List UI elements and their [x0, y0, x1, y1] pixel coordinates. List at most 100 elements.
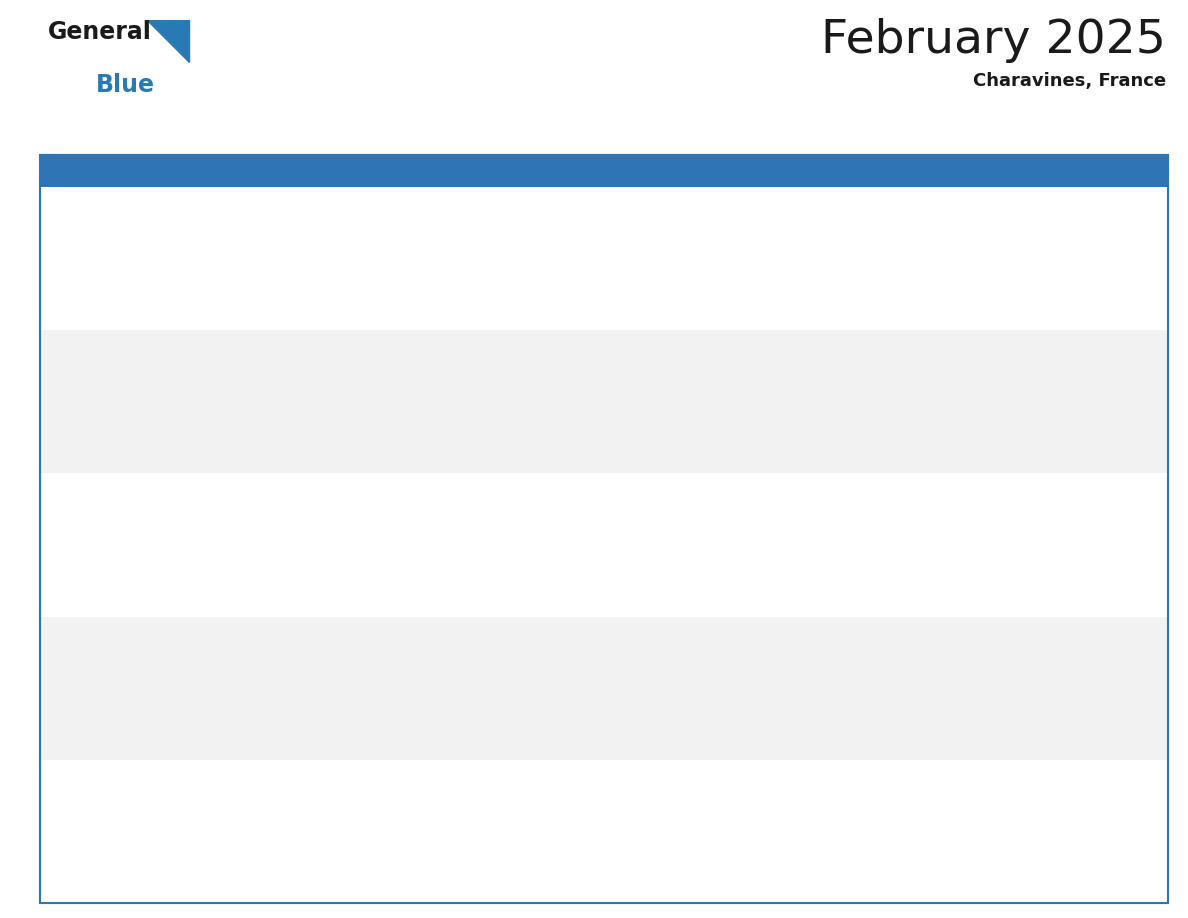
Text: 3: 3 — [207, 337, 216, 350]
Text: Sunset: 5:45 PM: Sunset: 5:45 PM — [46, 386, 127, 395]
Text: Sunset: 6:19 PM: Sunset: 6:19 PM — [530, 815, 611, 824]
Text: 13: 13 — [690, 480, 708, 493]
Text: and 55 minutes.: and 55 minutes. — [368, 859, 450, 869]
Text: Sunrise: 7:31 AM: Sunrise: 7:31 AM — [690, 649, 776, 659]
Text: 6: 6 — [690, 337, 699, 350]
Text: Daylight: 10 hours: Daylight: 10 hours — [530, 837, 621, 847]
Text: Sunrise: 7:28 AM: Sunrise: 7:28 AM — [1013, 649, 1098, 659]
Text: Sunset: 5:57 PM: Sunset: 5:57 PM — [207, 529, 287, 538]
Text: General: General — [48, 20, 152, 44]
Text: Sunset: 6:12 PM: Sunset: 6:12 PM — [852, 672, 933, 681]
Text: Sunrise: 7:59 AM: Sunrise: 7:59 AM — [1013, 219, 1098, 230]
Text: and 55 minutes.: and 55 minutes. — [530, 430, 611, 440]
Text: Daylight: 11 hours: Daylight: 11 hours — [852, 837, 944, 847]
Text: Daylight: 10 hours: Daylight: 10 hours — [1013, 694, 1105, 704]
Text: 9: 9 — [46, 480, 55, 493]
Text: Sunset: 6:17 PM: Sunset: 6:17 PM — [207, 815, 287, 824]
Text: 25: 25 — [368, 767, 385, 779]
Text: Sunset: 6:11 PM: Sunset: 6:11 PM — [690, 672, 771, 681]
Text: 19: 19 — [530, 623, 546, 636]
Text: Friday: Friday — [853, 163, 903, 178]
Text: and 45 minutes.: and 45 minutes. — [1013, 716, 1094, 726]
Text: 26: 26 — [530, 767, 546, 779]
Text: 20: 20 — [690, 623, 707, 636]
Text: 18: 18 — [368, 623, 385, 636]
Text: Sunrise: 7:33 AM: Sunrise: 7:33 AM — [530, 649, 614, 659]
Text: Daylight: 9 hours: Daylight: 9 hours — [368, 408, 455, 418]
Text: Saturday: Saturday — [1013, 163, 1088, 178]
Text: Sunrise: 7:35 AM: Sunrise: 7:35 AM — [368, 649, 453, 659]
Text: Daylight: 9 hours: Daylight: 9 hours — [46, 408, 132, 418]
Text: and 52 minutes.: and 52 minutes. — [368, 430, 450, 440]
Text: 11: 11 — [368, 480, 385, 493]
Text: Sunrise: 7:18 AM: Sunrise: 7:18 AM — [852, 792, 936, 802]
Text: Daylight: 10 hours: Daylight: 10 hours — [46, 694, 138, 704]
Text: and 21 minutes.: and 21 minutes. — [852, 573, 934, 583]
Text: and 27 minutes.: and 27 minutes. — [46, 716, 127, 726]
Text: and 12 minutes.: and 12 minutes. — [368, 573, 450, 583]
Text: and 1 minute.: and 1 minute. — [852, 430, 922, 440]
Text: Sunset: 6:01 PM: Sunset: 6:01 PM — [690, 529, 771, 538]
Text: Sunrise: 7:36 AM: Sunrise: 7:36 AM — [207, 649, 292, 659]
Text: and 48 minutes.: and 48 minutes. — [46, 859, 127, 869]
Text: Sunset: 6:22 PM: Sunset: 6:22 PM — [852, 815, 933, 824]
Text: Sunset: 6:15 PM: Sunset: 6:15 PM — [46, 815, 127, 824]
Text: and 15 minutes.: and 15 minutes. — [530, 573, 611, 583]
Text: Daylight: 10 hours: Daylight: 10 hours — [852, 694, 944, 704]
Text: 17: 17 — [207, 623, 225, 636]
Text: Sunset: 5:49 PM: Sunset: 5:49 PM — [530, 386, 611, 395]
Text: 4: 4 — [368, 337, 377, 350]
Text: 1: 1 — [1013, 194, 1022, 207]
Text: Sunrise: 7:25 AM: Sunrise: 7:25 AM — [207, 792, 292, 802]
Text: Sunrise: 7:23 AM: Sunrise: 7:23 AM — [368, 792, 453, 802]
Text: Sunset: 5:55 PM: Sunset: 5:55 PM — [46, 529, 127, 538]
Text: 24: 24 — [207, 767, 225, 779]
Text: Sunset: 6:08 PM: Sunset: 6:08 PM — [368, 672, 449, 681]
Text: 21: 21 — [852, 623, 868, 636]
Text: Sunrise: 7:30 AM: Sunrise: 7:30 AM — [852, 649, 936, 659]
Text: Sunrise: 7:44 AM: Sunrise: 7:44 AM — [530, 506, 614, 516]
Text: and 33 minutes.: and 33 minutes. — [368, 716, 450, 726]
Text: 10: 10 — [207, 480, 225, 493]
Text: Sunrise: 7:20 AM: Sunrise: 7:20 AM — [690, 792, 776, 802]
Text: Sunset: 5:51 PM: Sunset: 5:51 PM — [690, 386, 771, 395]
Text: Sunset: 6:04 PM: Sunset: 6:04 PM — [1013, 529, 1093, 538]
Text: Wednesday: Wednesday — [530, 163, 625, 178]
Text: Sunset: 6:05 PM: Sunset: 6:05 PM — [46, 672, 127, 681]
Text: Sunset: 6:21 PM: Sunset: 6:21 PM — [690, 815, 771, 824]
Text: Daylight: 10 hours: Daylight: 10 hours — [1013, 408, 1105, 418]
Text: and 6 minutes.: and 6 minutes. — [46, 573, 121, 583]
Text: Daylight: 10 hours: Daylight: 10 hours — [1013, 551, 1105, 561]
Text: Sunrise: 7:55 AM: Sunrise: 7:55 AM — [368, 363, 453, 373]
Text: and 18 minutes.: and 18 minutes. — [690, 573, 772, 583]
Text: Daylight: 10 hours: Daylight: 10 hours — [530, 551, 621, 561]
Text: 15: 15 — [1013, 480, 1030, 493]
Text: 28: 28 — [852, 767, 868, 779]
Text: 7: 7 — [852, 337, 860, 350]
Text: 8: 8 — [1013, 337, 1022, 350]
Text: 2: 2 — [46, 337, 55, 350]
Text: Sunset: 6:10 PM: Sunset: 6:10 PM — [530, 672, 611, 681]
Text: Sunrise: 7:57 AM: Sunrise: 7:57 AM — [46, 363, 131, 373]
Text: and 4 minutes.: and 4 minutes. — [1013, 430, 1088, 440]
Text: and 1 minute.: and 1 minute. — [690, 859, 760, 869]
Text: Sunset: 5:59 PM: Sunset: 5:59 PM — [530, 529, 611, 538]
Text: Sunrise: 7:56 AM: Sunrise: 7:56 AM — [207, 363, 292, 373]
Text: Daylight: 10 hours: Daylight: 10 hours — [207, 551, 299, 561]
Text: Sunrise: 7:47 AM: Sunrise: 7:47 AM — [207, 506, 292, 516]
Text: Sunset: 5:54 PM: Sunset: 5:54 PM — [1013, 386, 1093, 395]
Text: Daylight: 10 hours: Daylight: 10 hours — [207, 837, 299, 847]
Text: Sunrise: 7:39 AM: Sunrise: 7:39 AM — [1013, 506, 1098, 516]
Text: 16: 16 — [46, 623, 63, 636]
Text: Sunrise: 7:21 AM: Sunrise: 7:21 AM — [530, 792, 614, 802]
Text: Sunrise: 7:48 AM: Sunrise: 7:48 AM — [46, 506, 131, 516]
Text: Daylight: 9 hours: Daylight: 9 hours — [530, 408, 615, 418]
Text: Daylight: 9 hours: Daylight: 9 hours — [207, 408, 293, 418]
Text: Sunrise: 7:50 AM: Sunrise: 7:50 AM — [1013, 363, 1098, 373]
Text: and 47 minutes.: and 47 minutes. — [46, 430, 127, 440]
Text: Monday: Monday — [208, 163, 272, 178]
Text: 12: 12 — [530, 480, 546, 493]
Text: Sunrise: 7:54 AM: Sunrise: 7:54 AM — [530, 363, 614, 373]
Text: and 58 minutes.: and 58 minutes. — [530, 859, 611, 869]
Polygon shape — [147, 20, 189, 62]
